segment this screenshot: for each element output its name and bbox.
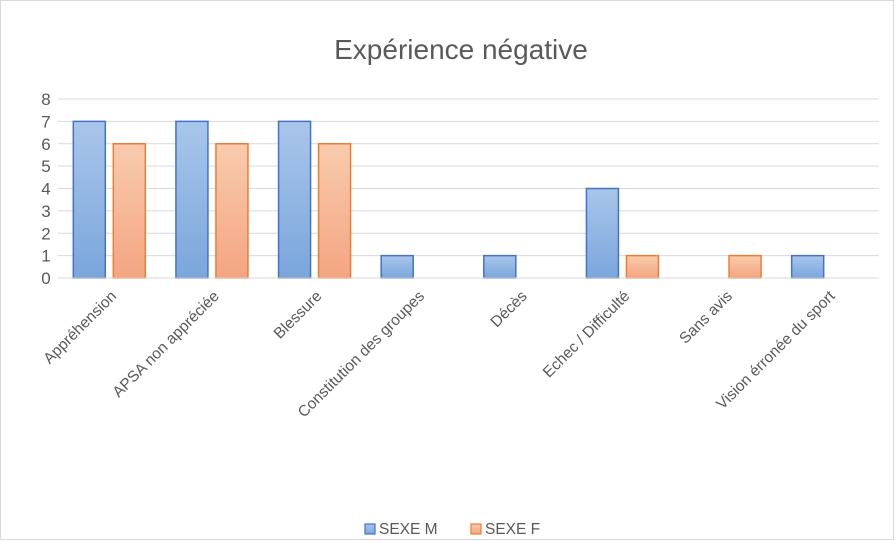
y-tick-label: 6 [41, 135, 50, 154]
bar-sexe-m [585, 187, 620, 279]
legend-swatch [364, 523, 376, 535]
bar-sexe-f [728, 254, 762, 279]
x-tick-label: Blessure [271, 288, 326, 343]
y-tick-label: 1 [41, 247, 50, 266]
legend-label: SEXE F [485, 521, 540, 538]
y-tick-label: 0 [41, 269, 50, 288]
bar-sexe-f [625, 254, 660, 279]
y-tick-label: 3 [41, 202, 50, 221]
chart-title: Expérience négative [334, 34, 588, 65]
legend: SEXE M SEXE F [364, 521, 540, 538]
y-tick-label: 5 [41, 157, 50, 176]
y-tick-label: 7 [41, 112, 50, 131]
bar-sexe-m [790, 254, 825, 279]
x-tick-label: APSA non appréciée [110, 288, 223, 401]
y-axis-ticks: 0 1 2 3 4 5 6 7 8 [41, 90, 50, 288]
bar-sexe-m [175, 120, 209, 279]
bar-sexe-f [215, 143, 249, 279]
x-tick-label: Echec / Difficulté [540, 288, 633, 381]
legend-swatch [470, 523, 482, 535]
x-tick-label: Appréhension [40, 288, 120, 368]
x-tick-label: Sans avis [676, 288, 736, 348]
bar-sexe-m [72, 120, 107, 279]
bar-sexe-f [317, 143, 352, 279]
bar-sexe-m [483, 254, 517, 279]
y-tick-label: 2 [41, 224, 50, 243]
y-tick-label: 4 [41, 180, 50, 199]
bar-sexe-m [277, 120, 312, 279]
x-tick-label: Décès [488, 288, 531, 331]
x-tick-label: Vision érronée du sport [713, 287, 839, 413]
bar-sexe-m [380, 254, 414, 279]
bars [72, 120, 825, 279]
y-tick-label: 8 [41, 90, 50, 109]
bar-sexe-f [112, 143, 147, 279]
legend-label: SEXE M [379, 521, 438, 538]
